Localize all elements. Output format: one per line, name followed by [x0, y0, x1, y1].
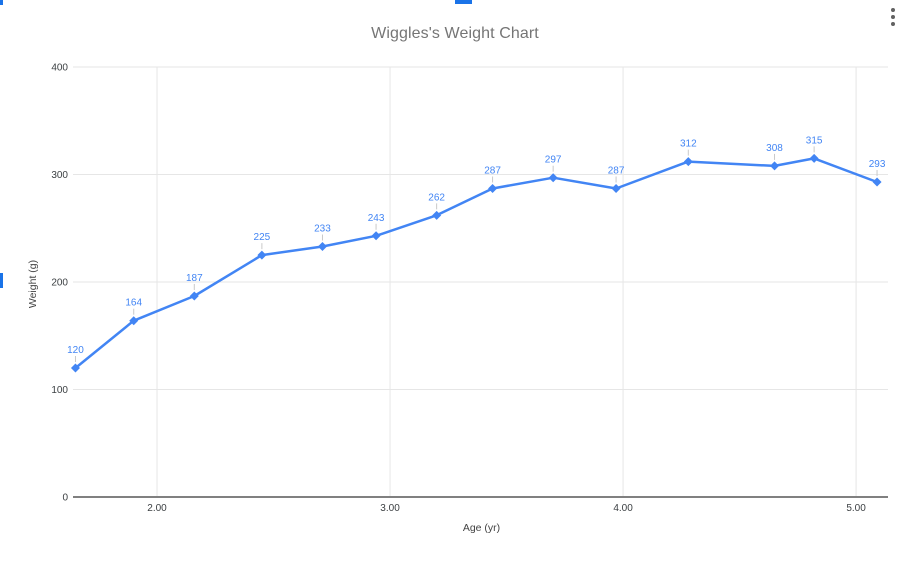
x-tick-label: 4.00: [613, 503, 633, 514]
x-tick-label: 5.00: [846, 503, 866, 514]
data-point-label: 297: [545, 155, 562, 166]
data-point-marker[interactable]: [317, 242, 327, 252]
data-point-marker[interactable]: [129, 316, 139, 326]
y-tick-label: 100: [51, 385, 68, 396]
y-tick-label: 0: [62, 493, 68, 504]
data-point-label: 233: [314, 224, 331, 235]
data-point-marker[interactable]: [432, 210, 442, 220]
chart-title: Wiggles's Weight Chart: [371, 25, 539, 42]
data-point-marker[interactable]: [809, 153, 819, 163]
data-point-label: 187: [186, 273, 203, 284]
data-point-marker[interactable]: [189, 291, 199, 301]
x-tick-label: 3.00: [380, 503, 400, 514]
data-point-marker[interactable]: [611, 183, 621, 193]
data-point-marker[interactable]: [70, 363, 80, 373]
y-tick-label: 400: [51, 63, 68, 74]
selection-handle-top-center[interactable]: [455, 0, 472, 4]
data-point-label: 287: [608, 165, 625, 176]
y-axis-title: Weight (g): [27, 259, 39, 309]
series-line-weight: [74, 157, 879, 370]
data-point-label: 164: [125, 298, 142, 309]
data-point-label: 315: [806, 135, 823, 146]
data-point-marker[interactable]: [770, 161, 780, 171]
data-point-label: 308: [766, 143, 783, 154]
data-point-label: 312: [680, 139, 697, 150]
selection-handle-top-left[interactable]: [0, 0, 3, 5]
data-point-marker[interactable]: [548, 173, 558, 183]
selection-handle-left-middle[interactable]: [0, 273, 3, 288]
data-point-label: 293: [869, 159, 886, 170]
data-point-marker[interactable]: [257, 250, 267, 260]
data-point-label: 120: [67, 345, 84, 356]
x-tick-label: 2.00: [147, 503, 167, 514]
data-point-label: 262: [428, 192, 445, 203]
chart-options-button[interactable]: [880, 4, 906, 30]
data-point-marker[interactable]: [488, 183, 498, 193]
kebab-vertical-icon: [891, 8, 895, 26]
y-tick-label: 300: [51, 170, 68, 181]
y-tick-label: 200: [51, 278, 68, 289]
data-point-label: 287: [484, 165, 501, 176]
data-point-label: 225: [254, 232, 271, 243]
x-axis-title: Age (yr): [462, 522, 501, 534]
data-point-label: 243: [368, 213, 385, 224]
data-point-marker[interactable]: [683, 157, 693, 167]
data-point-marker[interactable]: [872, 177, 882, 187]
data-point-marker[interactable]: [371, 231, 381, 241]
